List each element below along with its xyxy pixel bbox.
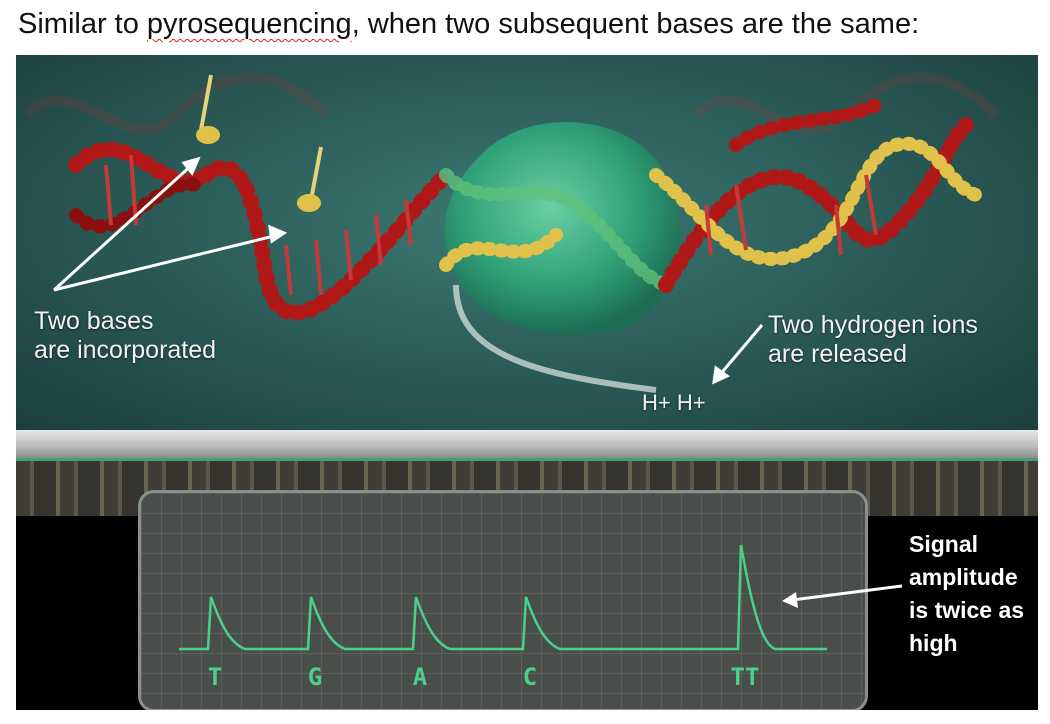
signal-plot: T G A C TT (141, 493, 865, 709)
base-label: C (523, 663, 537, 691)
incorporation-arrows (52, 156, 288, 292)
dna-illustration (22, 72, 1000, 393)
hydrogen-ions-label: Two hydrogen ions are released (768, 311, 978, 369)
title-keyword: pyrosequencing (146, 8, 352, 40)
annotation-arrow (782, 584, 903, 608)
annotation-line2: amplitude (909, 564, 1018, 590)
ion-arrow (712, 324, 764, 385)
base-label: T (208, 663, 222, 691)
annotation-line1: Signal (909, 531, 979, 557)
title-prefix: Similar to (18, 8, 147, 40)
title-suffix: , when two subsequent bases are the same… (351, 8, 920, 40)
dna-strand-right (649, 98, 983, 293)
ion-trail (453, 284, 657, 393)
annotation-line4: high (909, 630, 958, 656)
illustration-panel: Two bases are incorporated Two hydrogen … (16, 55, 1038, 710)
dna-strand-left (68, 141, 454, 321)
ions-label-line2: are released (768, 340, 907, 368)
background-helix (22, 72, 1000, 135)
amplitude-annotation: Signal amplitude is twice as high (909, 528, 1024, 660)
bases-incorporated-label: Two bases are incorporated (34, 307, 216, 365)
polymerase-enzyme (444, 122, 680, 335)
base-label: TT (731, 663, 760, 691)
ions-label-line1: Two hydrogen ions (768, 311, 978, 339)
base-label: G (308, 663, 322, 691)
page-title: Similar to pyrosequencing, when two subs… (18, 8, 919, 41)
annotation-line3: is twice as (909, 597, 1025, 623)
base-label: A (413, 663, 428, 691)
signal-trace (179, 544, 827, 651)
bases-label-line2: are incorporated (34, 336, 217, 364)
bases-label-line1: Two bases (34, 307, 154, 335)
signal-display: T G A C TT (138, 490, 868, 710)
hydrogen-ions-text: H+ H+ (642, 390, 706, 415)
dna-scene: Two bases are incorporated Two hydrogen … (16, 55, 1038, 430)
sensor-rail (16, 430, 1038, 458)
incoming-nucleotides (196, 74, 323, 212)
